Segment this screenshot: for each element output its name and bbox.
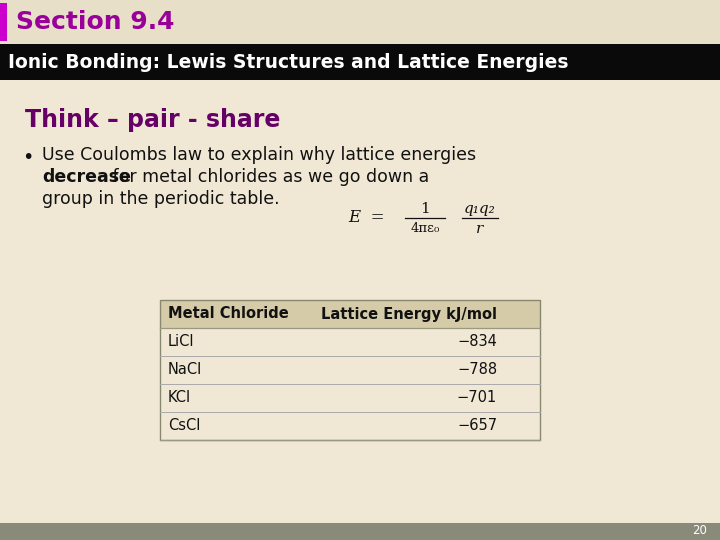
Text: LiCl: LiCl [168, 334, 194, 349]
Text: CsCl: CsCl [168, 418, 200, 434]
Text: for metal chlorides as we go down a: for metal chlorides as we go down a [107, 168, 429, 186]
Bar [160, 356, 540, 384]
Bar [160, 412, 540, 440]
Text: decrease: decrease [42, 168, 131, 186]
Text: Lattice Energy kJ/mol: Lattice Energy kJ/mol [321, 307, 497, 321]
Bar [160, 300, 540, 440]
Text: r: r [477, 222, 484, 236]
Bar [0, 523, 720, 540]
Text: Metal Chloride: Metal Chloride [168, 307, 289, 321]
Text: E  =: E = [348, 210, 385, 226]
Bar [160, 328, 540, 356]
Text: Section 9.4: Section 9.4 [16, 10, 174, 34]
Bar [160, 384, 540, 412]
Bar [160, 300, 540, 328]
Text: −834: −834 [457, 334, 497, 349]
Bar [0, 0, 720, 44]
Text: q₁q₂: q₁q₂ [464, 202, 496, 216]
Text: 20: 20 [692, 524, 707, 537]
Text: 1: 1 [420, 202, 430, 216]
Text: Use Coulombs law to explain why lattice energies: Use Coulombs law to explain why lattice … [42, 146, 476, 164]
Text: NaCl: NaCl [168, 362, 202, 377]
Text: 4πε₀: 4πε₀ [410, 222, 440, 235]
Text: Think – pair - share: Think – pair - share [25, 108, 280, 132]
Text: KCl: KCl [168, 390, 191, 406]
Text: −657: −657 [457, 418, 497, 434]
Text: group in the periodic table.: group in the periodic table. [42, 190, 279, 208]
Bar [0, 3, 7, 41]
Text: −788: −788 [457, 362, 497, 377]
Text: Ionic Bonding: Lewis Structures and Lattice Energies: Ionic Bonding: Lewis Structures and Latt… [8, 52, 569, 71]
Bar [0, 44, 720, 80]
Text: •: • [22, 148, 33, 167]
Text: −701: −701 [457, 390, 497, 406]
